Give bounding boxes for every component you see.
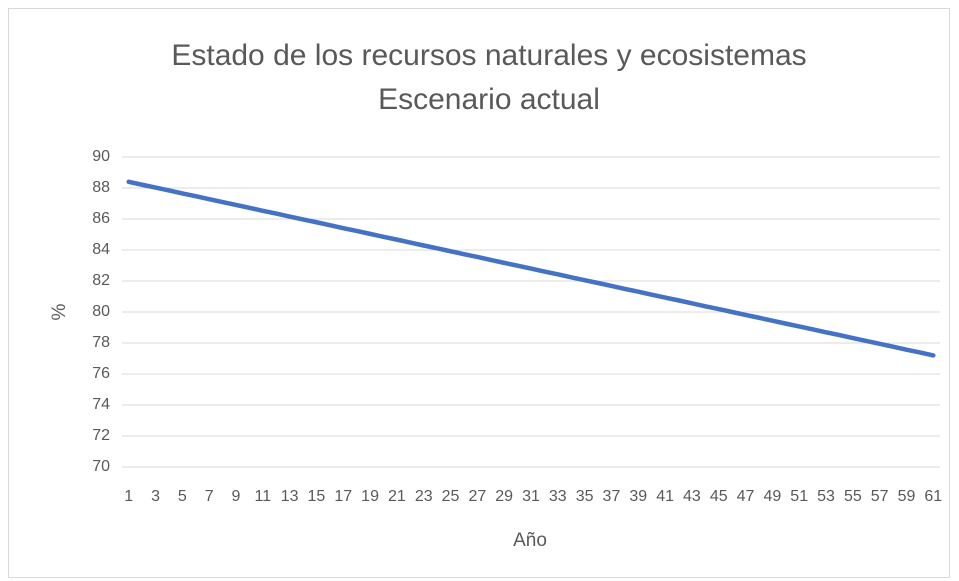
x-tick-label: 11 xyxy=(254,488,271,505)
x-tick-label: 25 xyxy=(442,488,460,505)
x-tick-label: 57 xyxy=(871,488,889,505)
x-tick-label: 9 xyxy=(232,488,241,505)
data-line xyxy=(126,179,936,358)
x-tick-label: 5 xyxy=(178,488,187,505)
y-tick-label: 82 xyxy=(92,272,110,289)
x-tick-label: 1 xyxy=(124,488,133,505)
y-tick-label: 70 xyxy=(92,458,110,475)
y-tick-label: 86 xyxy=(92,210,110,227)
y-tick-label: 72 xyxy=(92,427,110,444)
x-tick-label: 51 xyxy=(790,488,808,505)
x-tick-label: 43 xyxy=(683,488,701,505)
y-tick-label: 80 xyxy=(92,303,110,320)
x-tick-label: 37 xyxy=(603,488,621,505)
chart-border xyxy=(8,8,950,578)
x-tick-label: 21 xyxy=(388,488,406,505)
x-tick-label: 61 xyxy=(924,488,942,505)
y-tick-label: 88 xyxy=(92,179,110,196)
x-tick-label: 3 xyxy=(151,488,160,505)
x-axis-label: Año xyxy=(513,530,547,551)
x-tick-label: 49 xyxy=(763,488,781,505)
y-tick-label: 76 xyxy=(92,365,110,382)
x-tick-label: 7 xyxy=(205,488,214,505)
x-tick-label: 45 xyxy=(710,488,728,505)
y-tick-label: 74 xyxy=(92,396,110,413)
chart-subtitle: Escenario actual xyxy=(378,83,600,116)
y-tick-label: 90 xyxy=(92,148,110,165)
x-tick-label: 39 xyxy=(629,488,647,505)
x-tick-label: 23 xyxy=(415,488,433,505)
x-tick-label: 17 xyxy=(334,488,352,505)
x-tick-label: 55 xyxy=(844,488,862,505)
y-axis-label: % xyxy=(49,303,70,320)
x-tick-label: 29 xyxy=(495,488,513,505)
x-tick-label: 13 xyxy=(281,488,299,505)
x-tick-label: 41 xyxy=(656,488,674,505)
x-tick-label: 47 xyxy=(737,488,755,505)
x-tick-label: 15 xyxy=(308,488,326,505)
x-tick-label: 53 xyxy=(817,488,835,505)
x-tick-label: 59 xyxy=(898,488,916,505)
y-tick-label: 84 xyxy=(92,241,110,258)
x-tick-label: 27 xyxy=(468,488,486,505)
x-tick-label: 33 xyxy=(549,488,567,505)
chart-title: Estado de los recursos naturales y ecosi… xyxy=(171,39,806,72)
x-tick-label: 31 xyxy=(522,488,540,505)
y-tick-label: 78 xyxy=(92,334,110,351)
x-tick-label: 19 xyxy=(361,488,379,505)
x-tick-label: 35 xyxy=(576,488,594,505)
